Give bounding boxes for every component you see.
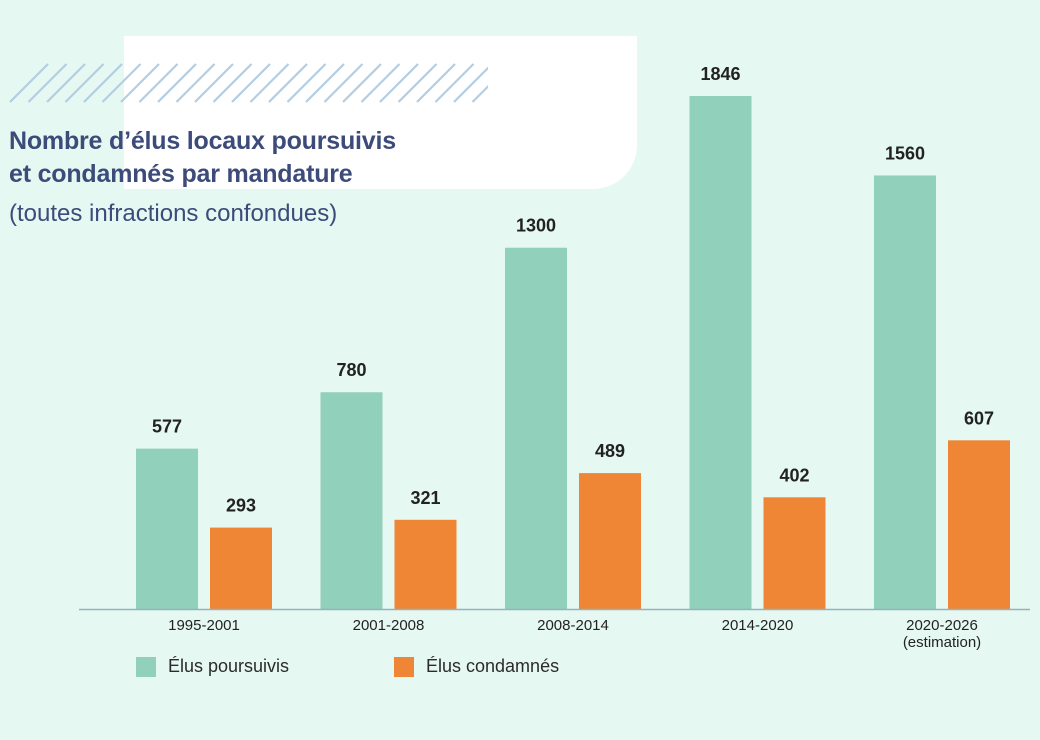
header-panel	[124, 36, 637, 189]
legend-label-condamnes: Élus condamnés	[426, 656, 560, 676]
legend-swatch-poursuivis	[136, 656, 156, 677]
bar-poursuivis	[689, 96, 752, 609]
data-label: 577	[152, 417, 182, 437]
x-tick-label: 1995-2001	[168, 617, 240, 634]
hatch-stroke	[157, 63, 197, 103]
x-tick-label: (estimation)	[903, 634, 981, 651]
hatch-stroke	[268, 63, 308, 103]
hatch-stroke	[138, 63, 179, 103]
data-label: 1300	[516, 216, 556, 236]
bar-condamnes	[579, 473, 641, 609]
hatch-stroke	[83, 63, 123, 103]
data-label: 607	[964, 408, 994, 428]
data-label: 293	[226, 496, 256, 516]
bar-poursuivis	[136, 448, 198, 609]
data-label: 489	[595, 441, 625, 461]
x-tick-label: 2020-2026	[906, 617, 978, 634]
hatch-stroke	[175, 63, 216, 103]
data-label: 321	[410, 488, 440, 508]
x-tick-label: 2001-2008	[353, 617, 425, 634]
hatch-stroke	[434, 63, 475, 103]
hatch-stroke	[212, 63, 253, 103]
hatch-stroke	[9, 63, 49, 103]
bar-condamnes	[948, 440, 1010, 609]
hatch-stroke	[194, 63, 234, 103]
bar-condamnes	[394, 519, 457, 609]
chart-title-line-2: et condamnés par mandature	[9, 160, 353, 188]
legend-swatch-condamnes	[394, 656, 414, 677]
data-label: 780	[336, 360, 366, 380]
hatch-stroke	[397, 63, 438, 103]
legend-item-condamnes: Élus condamnés	[394, 656, 559, 677]
bar-poursuivis	[874, 175, 936, 609]
chart-title: Nombre d’élus locaux poursuivis et conda…	[9, 125, 396, 191]
hatch-stroke	[453, 66, 488, 103]
hatch-stroke	[323, 63, 364, 103]
chart-subtitle: (toutes infractions confondues)	[9, 200, 338, 227]
legend-item-poursuivis: Élus poursuivis	[136, 656, 289, 677]
bar-poursuivis	[320, 392, 383, 609]
data-label: 1846	[700, 64, 740, 84]
hatch-stroke	[305, 63, 345, 103]
hatch-stroke	[231, 63, 271, 103]
hatch-stroke	[64, 63, 105, 103]
hatch-stroke	[120, 63, 160, 103]
hatch-stroke	[101, 63, 142, 103]
bar-poursuivis	[505, 247, 567, 609]
hatch-stroke	[27, 63, 68, 103]
hatch-stroke	[471, 84, 488, 103]
x-tick-label: 2008-2014	[537, 617, 609, 634]
data-label: 1560	[885, 143, 925, 163]
x-tick-label: 2014-2020	[722, 617, 794, 634]
legend-label-poursuivis: Élus poursuivis	[168, 656, 290, 676]
hatch-stroke	[286, 63, 327, 103]
hatch-stroke	[249, 63, 290, 103]
chart-title-line-1: Nombre d’élus locaux poursuivis	[9, 127, 396, 155]
hatch-stroke	[360, 63, 401, 103]
data-label: 402	[779, 465, 809, 485]
hatch-stroke	[416, 63, 456, 103]
hatch-stroke	[46, 63, 86, 103]
bar-condamnes	[763, 497, 826, 609]
hatch-stroke	[342, 63, 382, 103]
hatch-decoration	[9, 63, 488, 103]
hatch-stroke	[379, 63, 419, 103]
bar-condamnes	[210, 527, 272, 609]
